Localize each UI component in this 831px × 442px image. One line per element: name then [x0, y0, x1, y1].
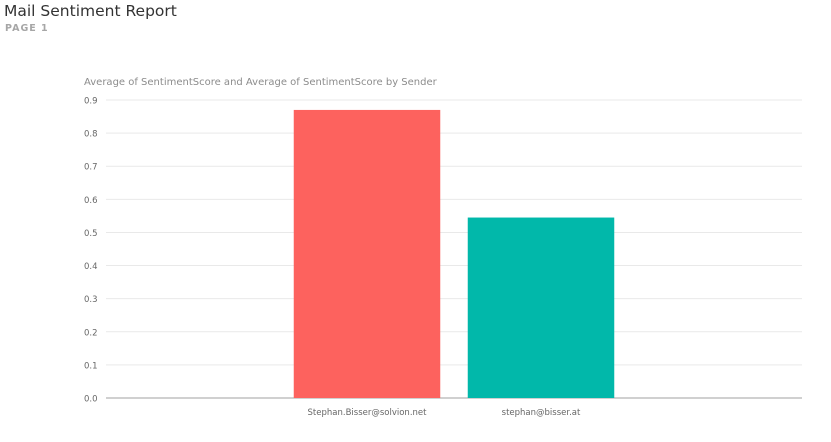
x-axis: Stephan.Bisser@solvion.net stephan@bisser…	[308, 408, 581, 418]
y-tick-label: 0.6	[84, 196, 98, 206]
y-tick-label: 0.4	[84, 262, 98, 272]
chart-title: Average of SentimentScore and Average of…	[84, 77, 438, 88]
y-tick-label: 0.3	[84, 295, 98, 305]
page-label: PAGE 1	[5, 23, 49, 34]
y-tick-label: 0.8	[84, 130, 98, 140]
x-tick-label: Stephan.Bisser@solvion.net	[308, 408, 428, 418]
y-axis: 0.0 0.1 0.2 0.3 0.4 0.5 0.6 0.7 0.8 0.9	[84, 97, 98, 405]
gridlines	[106, 99, 802, 399]
y-tick-label: 0.2	[84, 328, 98, 338]
bar[interactable]	[293, 109, 441, 398]
bars	[293, 109, 615, 398]
y-tick-label: 0.1	[84, 361, 98, 371]
y-tick-label: 0.5	[84, 229, 98, 239]
y-tick-label: 0.9	[84, 97, 98, 107]
y-tick-label: 0.0	[84, 395, 98, 405]
y-tick-label: 0.7	[84, 163, 98, 173]
report-title: Mail Sentiment Report	[4, 2, 177, 20]
bar[interactable]	[467, 217, 615, 398]
x-tick-label: stephan@bisser.at	[502, 408, 581, 418]
